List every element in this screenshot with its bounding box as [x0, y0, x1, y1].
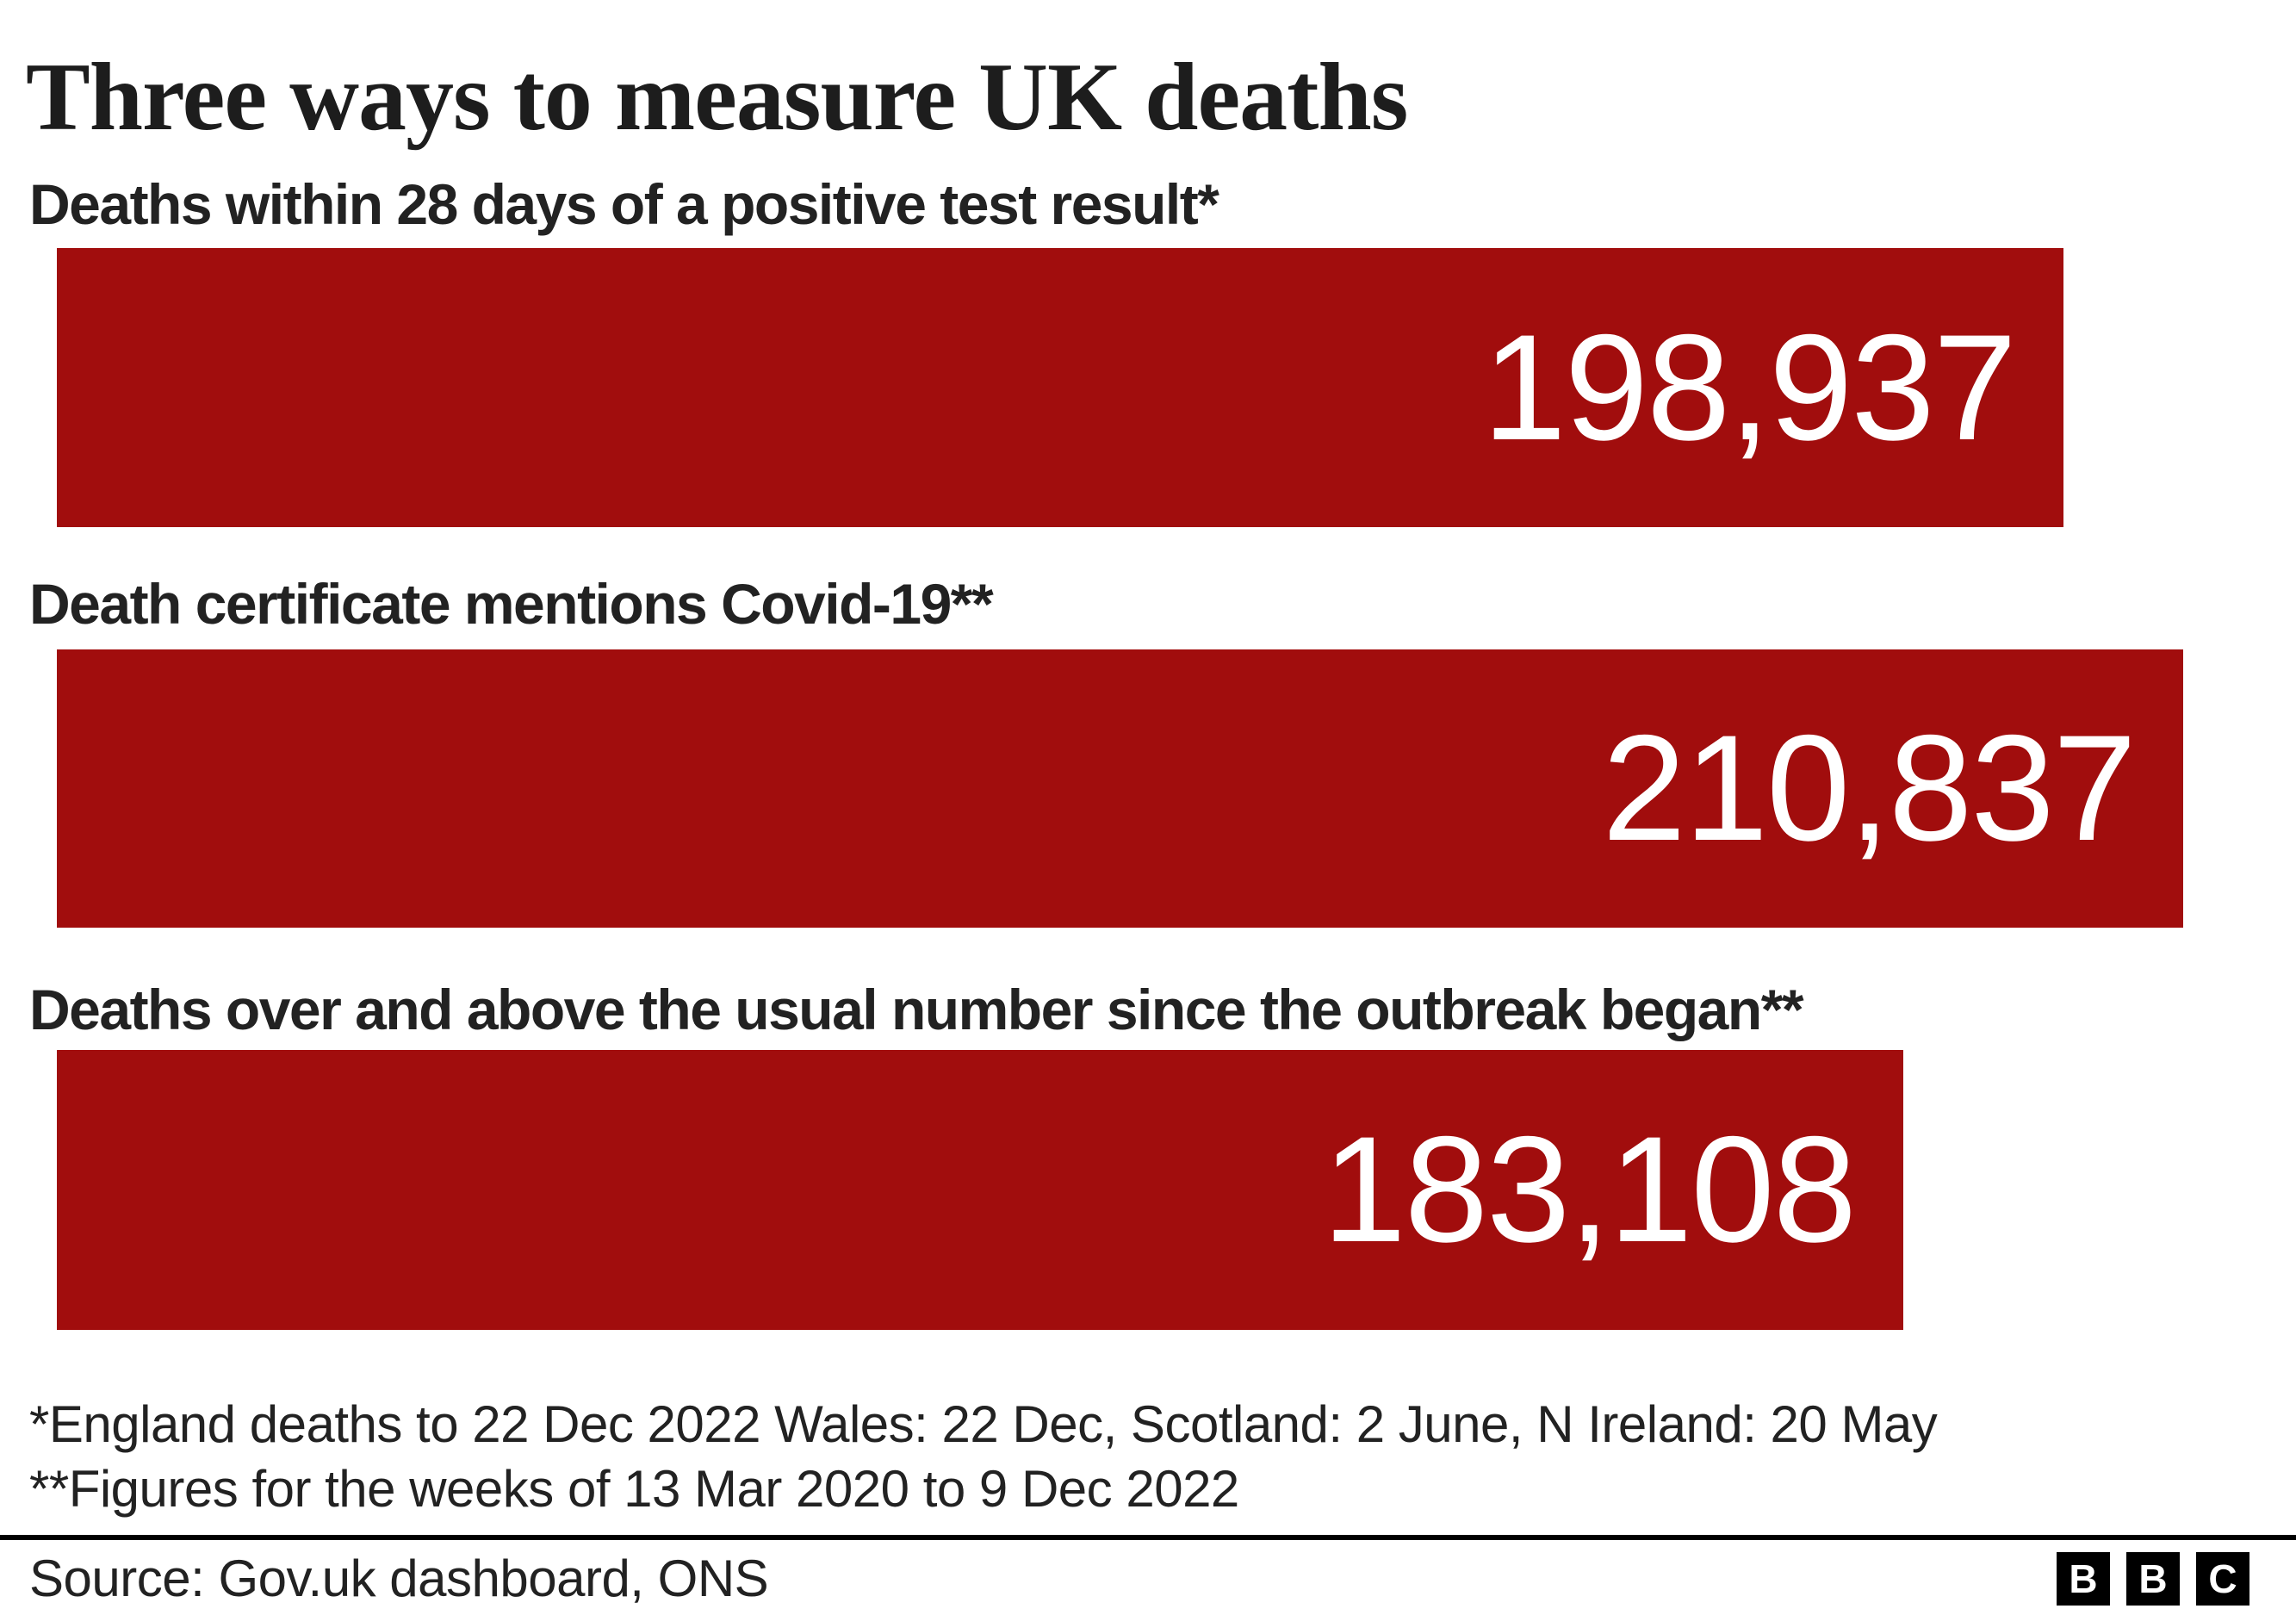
bar-death-certificate: 210,837 [57, 649, 2183, 928]
bbc-logo-letter-b2: B [2126, 1552, 2180, 1606]
source-text: Source: Gov.uk dashboard, ONS [29, 1550, 769, 1607]
bar-excess-deaths: 183,108 [57, 1050, 1903, 1330]
chart-row-3: Deaths over and above the usual number s… [0, 981, 2296, 1330]
bar-label-excess-deaths: Deaths over and above the usual number s… [29, 978, 1804, 1041]
bar-deaths-28-days: 198,937 [57, 248, 2063, 527]
footnote-line-1: *England deaths to 22 Dec 2022 Wales: 22… [29, 1395, 1938, 1453]
bbc-logo-letter-b1: B [2057, 1552, 2110, 1606]
chart-row-1: Deaths within 28 days of a positive test… [0, 176, 2296, 527]
bar-label-death-certificate: Death certificate mentions Covid-19** [29, 572, 994, 636]
bar-label-deaths-28-days: Deaths within 28 days of a positive test… [29, 172, 1219, 236]
bar-chart: Deaths within 28 days of a positive test… [0, 176, 2296, 1330]
bbc-logo: B B C [2057, 1552, 2249, 1606]
footer-divider [0, 1535, 2296, 1540]
bar-value-excess-deaths: 183,108 [1322, 1106, 1857, 1274]
bar-value-death-certificate: 210,837 [1602, 705, 2137, 873]
footnote-line-2: **Figures for the weeks of 13 Mar 2020 t… [29, 1460, 1239, 1518]
chart-title: Three ways to measure UK deaths [26, 44, 1408, 151]
bbc-logo-letter-c: C [2196, 1552, 2249, 1606]
footnotes: *England deaths to 22 Dec 2022 Wales: 22… [29, 1392, 2296, 1521]
bar-value-deaths-28-days: 198,937 [1482, 303, 2017, 472]
chart-row-2: Death certificate mentions Covid-19** 21… [0, 575, 2296, 928]
